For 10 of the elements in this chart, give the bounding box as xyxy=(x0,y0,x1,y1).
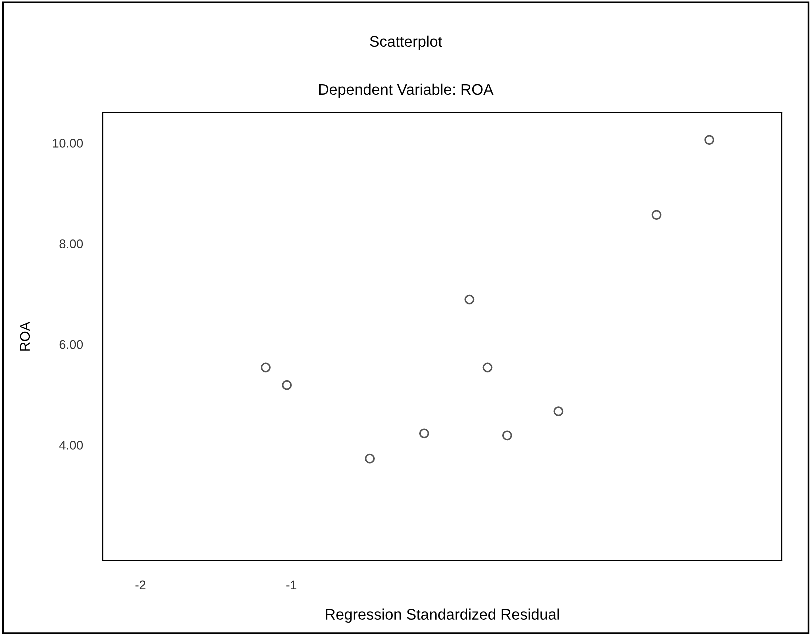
x-tick-label: -2 xyxy=(136,580,146,590)
x-axis-title: Regression Standardized Residual xyxy=(326,608,560,624)
y-tick-label: 8.00 xyxy=(60,240,84,249)
y-tick-label: 10.00 xyxy=(53,139,84,148)
chart-subtitle: Dependent Variable: ROA xyxy=(319,84,494,98)
x-tick-label: -1 xyxy=(286,580,297,590)
y-axis-title: ROA xyxy=(20,322,30,351)
chart-title: Scatterplot xyxy=(370,36,442,50)
y-tick-label: 4.00 xyxy=(60,441,84,450)
y-tick-label: 6.00 xyxy=(60,340,84,350)
